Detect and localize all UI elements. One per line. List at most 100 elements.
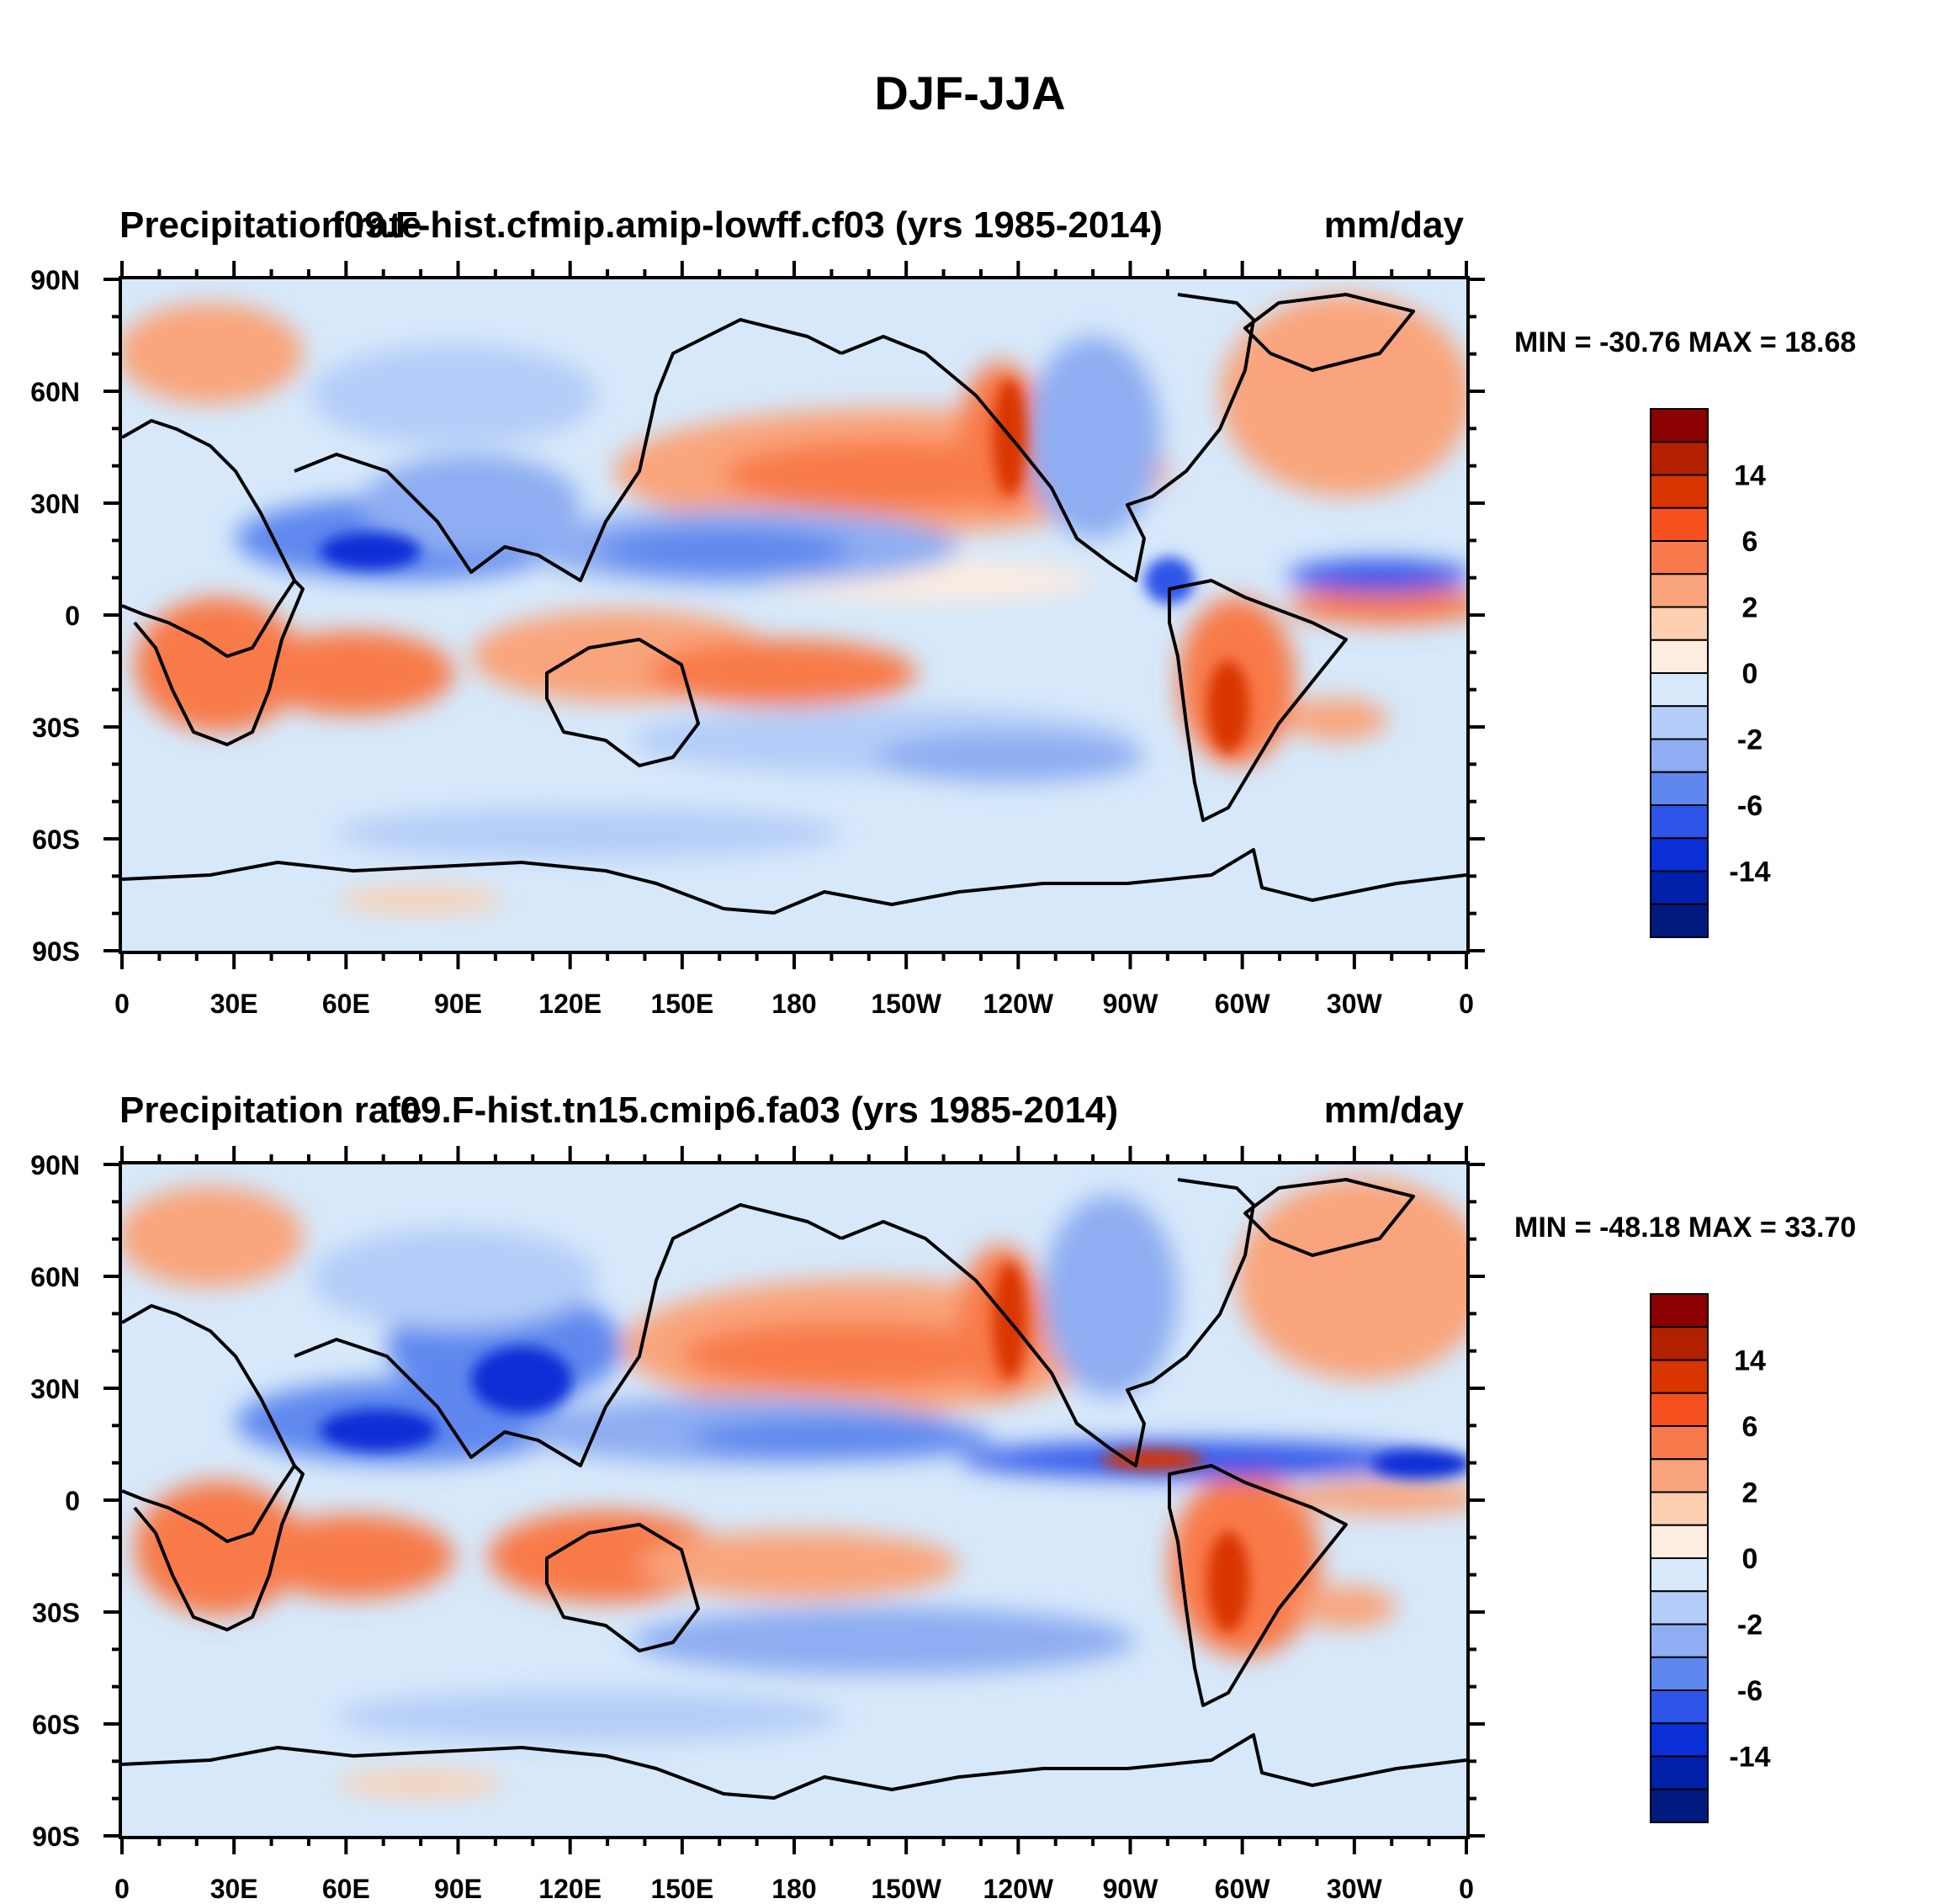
- y-tick-label: 60N: [30, 1262, 80, 1292]
- panel-1: Precipitation rate f09.F-hist.cfmip.amip…: [30, 204, 1856, 1019]
- y-tick-label: 30S: [32, 1598, 80, 1628]
- colorbar-label: 2: [1742, 1477, 1758, 1509]
- panel-2-y-tick-labels: 90N 60N 30N 0 30S 60S 90S: [30, 1150, 80, 1852]
- field-patch: [1371, 1449, 1466, 1479]
- field-patch: [1220, 294, 1466, 496]
- coast-north-america: [840, 293, 1255, 582]
- colorbar-label: -14: [1729, 857, 1770, 888]
- colorbar-box: [1650, 1392, 1709, 1427]
- colorbar-box: [1650, 672, 1709, 708]
- y-tick-label: 30N: [30, 1374, 80, 1404]
- colorbar-box: [1650, 738, 1709, 773]
- y-tick-label: 60S: [32, 825, 80, 855]
- y-tick-label: 60S: [32, 1710, 80, 1740]
- coast-australia: [545, 638, 700, 767]
- colorbar-box: [1650, 837, 1709, 872]
- panel-2-min-max: MIN = -48.18 MAX = 33.70: [1514, 1212, 1856, 1244]
- colorbar-box: [1650, 804, 1709, 840]
- coast-africa: [122, 579, 305, 746]
- panel-2-axes: [103, 1146, 1485, 1854]
- coast-europe: [122, 1304, 296, 1466]
- y-tick-label: 0: [65, 601, 80, 631]
- colorbar-box: [1650, 705, 1709, 740]
- coast-greenland: [1243, 293, 1415, 372]
- field-patch: [631, 1607, 1136, 1674]
- x-tick-label: 60E: [322, 989, 370, 1019]
- colorbar-box: [1650, 506, 1709, 542]
- panel-2-coastlines: [122, 1178, 1466, 1800]
- x-tick-label: 30W: [1327, 989, 1383, 1019]
- y-tick-label: 90S: [32, 1822, 80, 1852]
- x-tick-label: 0: [1459, 1874, 1474, 1904]
- field-patch: [252, 1514, 454, 1599]
- colorbar-label: 2: [1742, 592, 1758, 624]
- colorbar-box: [1650, 1491, 1709, 1526]
- colorbar-label: 0: [1742, 1543, 1758, 1575]
- coast-south-america: [1168, 1464, 1348, 1707]
- x-tick-label: 150E: [650, 989, 713, 1019]
- panel-2-precip-field: [122, 1178, 1466, 1796]
- x-tick-label: 30W: [1327, 1874, 1383, 1904]
- panel-2-x-tick-labels: 0 30E 60E 90E 120E 150E 180 150W 120W 90W 60W 30W 0: [114, 1874, 1474, 1904]
- field-patch: [337, 1691, 841, 1742]
- y-tick-label: 90S: [32, 936, 80, 967]
- x-tick-label: 120E: [538, 989, 602, 1019]
- field-patch: [337, 888, 505, 913]
- colorbar-box: [1650, 474, 1709, 509]
- colorbar-label: -2: [1737, 1610, 1762, 1641]
- panel-2: Precipitation rate f09.F-hist.tn15.cmip6…: [30, 1090, 1856, 1904]
- colorbar-box: [1650, 408, 1709, 443]
- x-tick-label: 120W: [983, 989, 1054, 1019]
- colorbar-box: [1650, 1689, 1709, 1725]
- field-patch: [311, 345, 597, 446]
- x-tick-label: 60E: [322, 1874, 370, 1904]
- figure-title: DJF-JJA: [874, 66, 1065, 119]
- colorbar-box: [1650, 1755, 1709, 1790]
- field-patch: [1287, 1481, 1466, 1514]
- field-patch: [648, 639, 917, 707]
- field-patch: [1102, 1450, 1203, 1470]
- coast-asia: [294, 318, 842, 582]
- x-tick-label: 0: [114, 1874, 130, 1904]
- y-tick-label: 30N: [30, 489, 80, 519]
- field-patch: [337, 808, 841, 858]
- colorbar-box: [1650, 1425, 1709, 1461]
- coast-north-america: [840, 1178, 1255, 1467]
- coast-africa: [122, 1464, 305, 1631]
- field-patch: [1207, 1531, 1249, 1632]
- y-tick-label: 90N: [30, 265, 80, 295]
- colorbar-label: 14: [1734, 1345, 1766, 1377]
- field-patch: [639, 1531, 959, 1599]
- coast-greenland: [1243, 1178, 1415, 1257]
- colorbar-box: [1650, 1590, 1709, 1626]
- y-tick-label: 90N: [30, 1150, 80, 1180]
- colorbar-box: [1650, 1656, 1709, 1691]
- x-tick-label: 150W: [871, 989, 941, 1019]
- panel-1-colorbar: 14 6 2 0 -2 -6 -14: [1650, 408, 1771, 938]
- coast-antarctica: [122, 1733, 1466, 1800]
- colorbar-box: [1650, 870, 1709, 905]
- colorbar-box: [1650, 1326, 1709, 1361]
- x-tick-label: 90W: [1103, 1874, 1159, 1904]
- panel-2-ticks: [103, 1146, 1485, 1854]
- x-tick-label: 120W: [983, 1874, 1054, 1904]
- field-patch: [1207, 660, 1249, 753]
- field-patch: [320, 1409, 437, 1451]
- colorbar-box: [1650, 606, 1709, 641]
- colorbar-box: [1650, 771, 1709, 806]
- field-patch: [681, 1321, 1018, 1388]
- field-patch: [252, 631, 454, 715]
- x-tick-label: 90W: [1103, 989, 1159, 1019]
- coast-south-america: [1168, 579, 1348, 822]
- x-tick-label: 150W: [871, 1874, 941, 1904]
- x-tick-label: 180: [771, 1874, 816, 1904]
- x-tick-label: 30E: [210, 989, 258, 1019]
- x-tick-label: 0: [1459, 989, 1474, 1019]
- field-patch: [122, 1186, 303, 1287]
- y-tick-label: 60N: [30, 377, 80, 407]
- panel-1-axes: [103, 261, 1485, 969]
- coast-antarctica: [122, 848, 1466, 915]
- field-patch: [311, 1228, 597, 1329]
- panel-1-title-right: mm/day: [1324, 204, 1465, 246]
